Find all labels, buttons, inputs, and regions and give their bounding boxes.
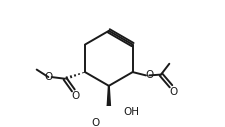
Text: O: O <box>144 70 153 80</box>
Text: O: O <box>71 91 80 101</box>
Text: O: O <box>91 118 99 127</box>
Polygon shape <box>107 86 110 107</box>
Text: O: O <box>169 87 177 97</box>
Text: OH: OH <box>123 107 139 117</box>
Text: O: O <box>44 72 52 82</box>
